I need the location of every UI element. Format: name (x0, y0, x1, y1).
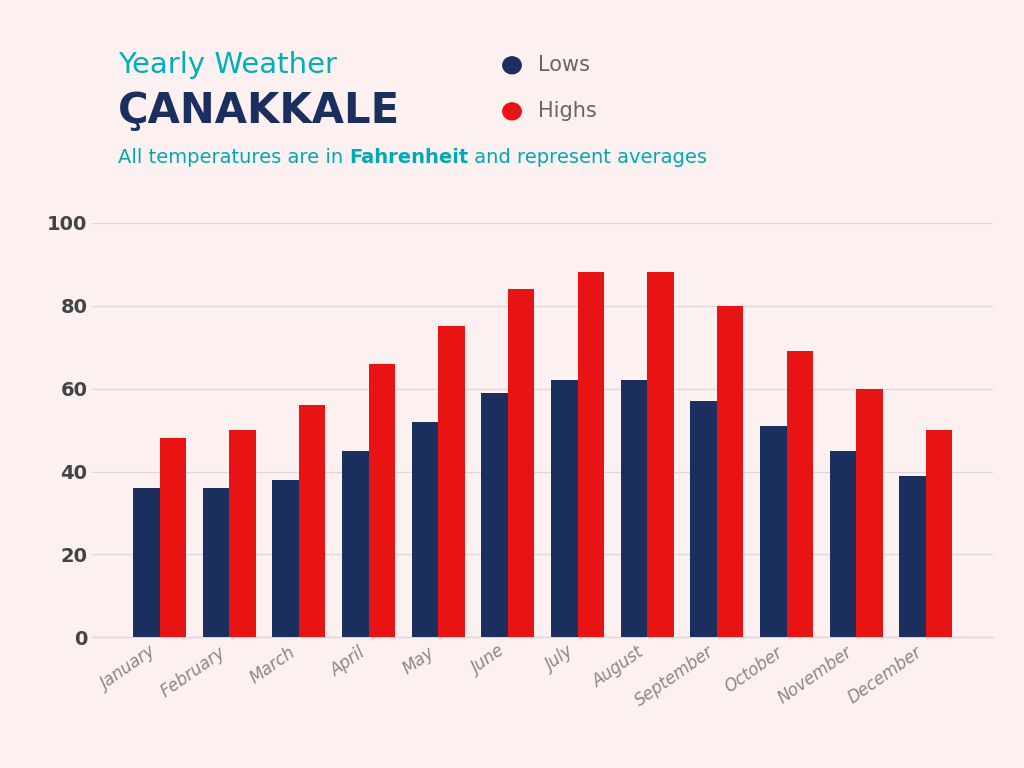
Bar (690, 401, 717, 637)
Text: and represent averages: and represent averages (468, 148, 708, 167)
Text: Fahrenheit: Fahrenheit (349, 148, 468, 167)
Text: Yearly Weather: Yearly Weather (118, 51, 337, 79)
Bar (412, 422, 438, 637)
Text: Lows: Lows (538, 55, 590, 75)
Bar (438, 326, 465, 637)
Bar (899, 475, 926, 637)
Bar (229, 430, 256, 637)
Text: ÇANAKKALE: ÇANAKKALE (118, 91, 400, 132)
Text: Highs: Highs (538, 101, 596, 121)
Bar (272, 480, 299, 637)
Bar (829, 451, 856, 637)
Bar (160, 439, 186, 637)
Bar (299, 406, 326, 637)
Bar (551, 380, 578, 637)
Bar (369, 364, 395, 637)
Bar (786, 351, 813, 637)
Bar (621, 380, 647, 637)
Bar (760, 426, 786, 637)
Bar (481, 392, 508, 637)
Text: All temperatures are in: All temperatures are in (118, 148, 349, 167)
Bar (578, 273, 604, 637)
Bar (203, 488, 229, 637)
Bar (856, 389, 883, 637)
Bar (926, 430, 952, 637)
Bar (647, 273, 674, 637)
Bar (133, 488, 160, 637)
Bar (717, 306, 743, 637)
Bar (342, 451, 369, 637)
Bar (508, 289, 535, 637)
